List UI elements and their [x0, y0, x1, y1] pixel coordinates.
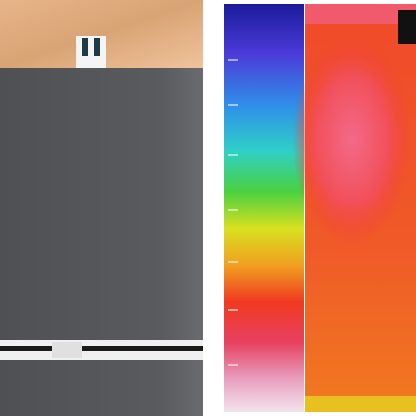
- stripe-line: [0, 346, 203, 351]
- connector-pin: [82, 38, 88, 56]
- dark-panel: [0, 68, 203, 416]
- scale-ticks: [228, 59, 238, 366]
- thermal-top: [305, 4, 416, 24]
- hot-spot: [292, 35, 412, 245]
- connector: [76, 36, 106, 68]
- thermal-bottom: [305, 396, 416, 412]
- dark-corner: [398, 10, 416, 44]
- stripe-label: [52, 342, 82, 358]
- color-scale: [224, 4, 304, 412]
- connector-pin: [94, 38, 100, 56]
